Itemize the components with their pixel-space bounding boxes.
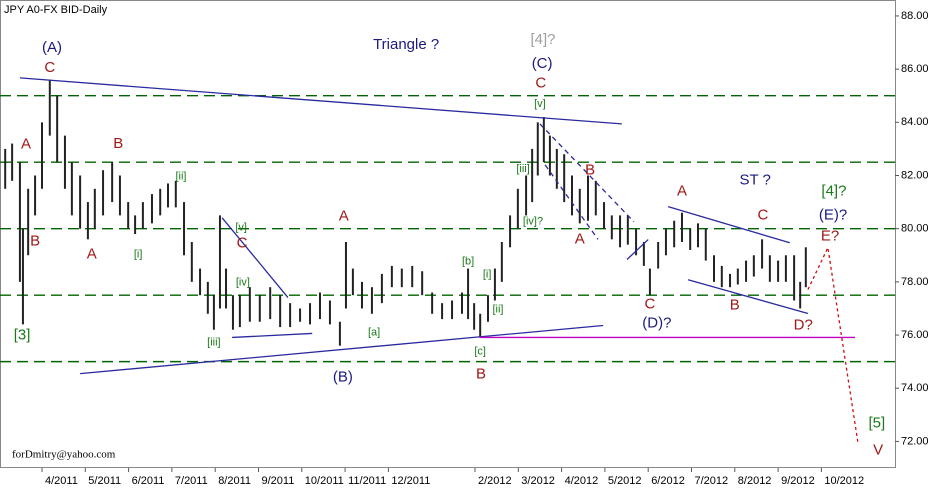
wave-label: [v]	[235, 222, 247, 234]
wave-label: A	[21, 136, 31, 153]
y-tick-label: 72.00	[901, 435, 929, 447]
trend-line	[667, 205, 790, 244]
wave-label: B	[476, 365, 486, 382]
y-tick-label: 86.00	[901, 63, 929, 75]
wave-label: [iii]	[207, 336, 220, 348]
watermark: forDmitry@yahoo.com	[12, 449, 116, 461]
trend-line	[80, 324, 604, 375]
x-tick-label: 10/2012	[824, 475, 864, 487]
wave-label: (A)	[42, 39, 62, 56]
x-tick-label: 5/2012	[608, 475, 642, 487]
wave-label: [i]	[483, 269, 492, 281]
wave-label: B	[113, 135, 123, 152]
wave-label: [ii]	[492, 303, 503, 315]
wave-label: [ii]	[175, 171, 186, 183]
wave-label: C	[237, 235, 248, 252]
wave-label: [iv]	[236, 277, 250, 289]
x-tick-label: 12/2011	[391, 475, 430, 487]
wave-label: (C)	[532, 55, 553, 72]
x-tick-label: 10/2011	[305, 475, 344, 487]
wave-label: [iv]?	[523, 216, 543, 228]
y-tick-label: 82.00	[901, 169, 929, 181]
wave-label: C	[44, 59, 55, 76]
wave-label: [c]	[474, 345, 486, 357]
x-tick-label: 7/2012	[694, 475, 728, 487]
wave-label: V	[873, 441, 883, 458]
wave-label: [5]	[868, 414, 885, 431]
wave-label: B	[585, 162, 595, 179]
x-tick-label: 11/2011	[348, 475, 386, 487]
wave-label: [iii]	[516, 163, 529, 175]
wave-label: C	[645, 295, 656, 312]
wave-label: Triangle ?	[373, 36, 439, 53]
wave-label: B	[730, 296, 740, 313]
wave-label: [a]	[368, 327, 380, 339]
x-tick-label: 3/2012	[521, 475, 555, 487]
x-tick-label: 4/2011	[45, 475, 78, 487]
y-tick-label: 84.00	[901, 116, 929, 128]
x-tick-label: 7/2011	[175, 475, 208, 487]
x-tick-label: 9/2011	[261, 475, 294, 487]
wave-label: A	[87, 246, 97, 263]
wave-label: (E)?	[819, 207, 847, 224]
y-tick-label: 76.00	[901, 329, 929, 341]
trend-line	[687, 279, 809, 315]
x-tick-label: 2/2012	[478, 475, 512, 487]
wave-label: C	[535, 75, 546, 92]
wave-label: [v]	[534, 98, 546, 110]
x-tick-label: 8/2012	[738, 475, 772, 487]
trend-line	[19, 77, 622, 125]
y-tick-label: 74.00	[901, 382, 929, 394]
y-tick-label: 80.00	[901, 223, 929, 235]
x-tick-label: 6/2011	[132, 475, 165, 487]
trend-line	[626, 239, 649, 261]
chart-title: JPY A0-FX BID-Daily	[4, 4, 108, 16]
wave-label: (B)	[333, 369, 353, 386]
wave-label: D?	[794, 316, 813, 333]
wave-label: B	[30, 233, 40, 250]
plot-area	[0, 0, 896, 468]
y-tick-label: 88.00	[901, 10, 929, 22]
wave-label: [b]	[462, 256, 474, 268]
wave-label: [4]?	[821, 183, 846, 200]
wave-label: E?	[821, 228, 839, 245]
wave-label: [4]?	[530, 31, 555, 48]
trend-line	[232, 332, 313, 339]
wave-label: A	[677, 183, 687, 200]
wave-label: ST ?	[739, 172, 770, 189]
x-tick-label: 4/2012	[565, 475, 599, 487]
wave-label: A	[339, 208, 349, 225]
wave-label: C	[758, 207, 769, 224]
x-tick-label: 8/2011	[218, 475, 251, 487]
x-tick-label: 5/2011	[88, 475, 121, 487]
wave-label: [3]	[14, 327, 31, 344]
trend-line	[221, 217, 289, 298]
x-tick-label: 9/2012	[781, 475, 815, 487]
y-tick-label: 78.00	[901, 276, 929, 288]
wave-label: [i]	[134, 249, 143, 261]
wave-label: (D)?	[642, 315, 671, 332]
x-tick-label: 6/2012	[651, 475, 685, 487]
wave-label: A	[575, 231, 585, 248]
trend-line	[544, 164, 599, 240]
trend-line	[539, 123, 635, 223]
